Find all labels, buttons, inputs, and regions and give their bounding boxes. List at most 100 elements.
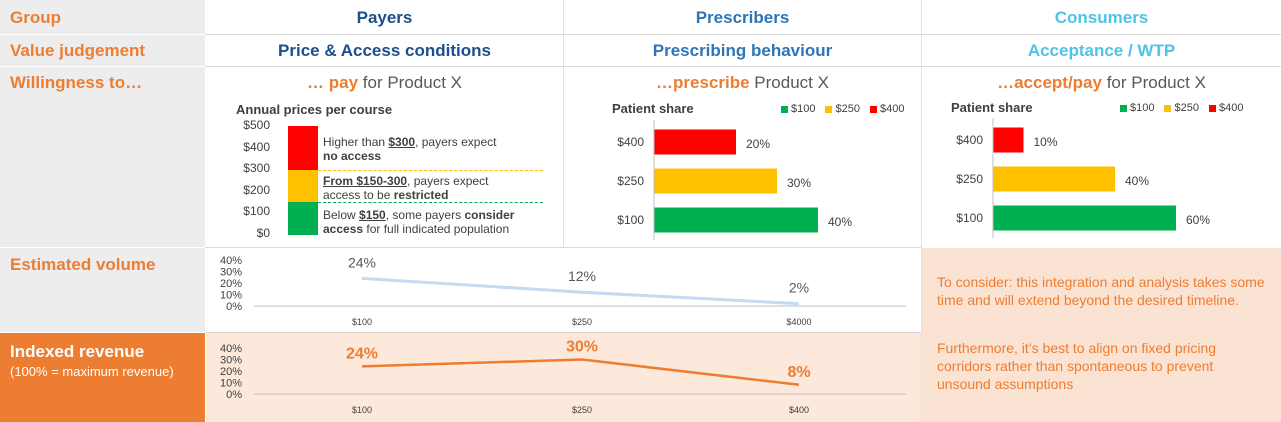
consumers-bar-chart: $400 10% $250 40% $100 60%: [956, 118, 1210, 238]
legend-item: $400: [1208, 102, 1244, 114]
consumers-legend: $100 $250 $400: [1120, 102, 1243, 114]
price-tick: $300: [243, 161, 270, 175]
consumers-header: Consumers: [1054, 8, 1149, 27]
bar-category-label: $250: [956, 172, 983, 186]
price-tick: $100: [243, 204, 270, 218]
data-label: 24%: [348, 254, 376, 270]
bar-value-label: 60%: [1186, 213, 1210, 227]
ann-text: From $150-300: [323, 174, 408, 188]
value-judgement-label-cell: [0, 35, 205, 66]
notes-background: [922, 248, 1281, 422]
consumers-share-title: Patient share: [951, 100, 1033, 115]
price-axis: $500 $400 $300 $200 $100 $0: [232, 118, 272, 242]
x-category-label: $400: [789, 405, 809, 415]
x-category-label: $100: [352, 405, 372, 415]
bar-value-label: 40%: [828, 215, 852, 229]
legend-label: $400: [879, 103, 905, 115]
estimated-volume-label: Estimated volume: [10, 255, 156, 274]
estimated-volume-chart: 40%30%20%10%0% 24% $100 12% $250 2% $4000: [220, 254, 906, 327]
series-line: [361, 276, 800, 306]
bar-category-label: $100: [956, 211, 983, 225]
legend-item: $100: [1120, 102, 1154, 114]
indexed-revenue-label-cell: [0, 333, 205, 422]
group-label: Group: [10, 8, 61, 27]
bar-value-label: 40%: [1125, 174, 1149, 188]
ann-text: Below: [323, 208, 360, 222]
legend-label: $400: [1218, 102, 1244, 114]
legend-swatch: [869, 105, 877, 113]
payers-value-judgement: Price & Access conditions: [278, 41, 491, 60]
y-tick-label: 20%: [220, 366, 242, 378]
consumers-value-judgement: Acceptance / WTP: [1027, 41, 1176, 60]
ann-text: no access: [323, 149, 382, 163]
group-label-cell: [0, 0, 205, 34]
ann-text: restricted: [393, 188, 449, 202]
legend-swatch: [1208, 104, 1216, 112]
ann-text: $300: [388, 135, 416, 149]
no-access-annotation: Higher than $300, payers expect no acces…: [323, 135, 496, 163]
price-band-bar: [288, 126, 318, 235]
legend-swatch: [1120, 104, 1127, 112]
data-label: 12%: [568, 268, 596, 284]
full-access-annotation: Below $150, some payers consider access …: [323, 208, 514, 236]
prescribers-willingness: …prescribe Product X: [564, 73, 921, 93]
legend-item: $250: [825, 103, 860, 115]
consumers-willingness-rest: for Product X: [1101, 73, 1206, 92]
bar-value-label: 10%: [1034, 135, 1058, 149]
consumers-willingness-highlight: …accept/pay: [997, 73, 1102, 92]
ann-text: access: [323, 222, 364, 236]
indexed-revenue-sublabel: (100% = maximum revenue): [10, 364, 174, 379]
bar: [654, 207, 818, 233]
prescribers-legend: $100 $250 $400: [781, 103, 904, 115]
legend-swatch: [781, 105, 788, 113]
legend-label: $250: [835, 103, 860, 115]
legend-item: $400: [869, 103, 905, 115]
payers-willingness-highlight: … pay: [307, 73, 359, 92]
prescribers-header: Prescribers: [695, 8, 790, 27]
payers-willingness: … pay for Product X: [206, 73, 563, 93]
restricted-annotation: From $150-300, payers expect access to b…: [323, 174, 488, 202]
ann-text: consider: [464, 208, 515, 222]
ann-text: , payers expect: [407, 174, 489, 188]
divider: [205, 34, 1281, 35]
legend-label: $100: [791, 103, 816, 115]
bar: [654, 129, 736, 155]
legend-swatch: [1164, 104, 1172, 112]
restricted-lower-dashline: [318, 202, 543, 203]
payers-willingness-rest: for Product X: [358, 73, 462, 92]
bar-category-label: $100: [617, 213, 644, 227]
data-label: 30%: [566, 339, 598, 356]
prescribers-share-title: Patient share: [612, 101, 694, 116]
divider: [563, 0, 564, 248]
bar-value-label: 20%: [746, 137, 770, 151]
y-tick-label: 40%: [220, 255, 242, 267]
legend-item: $100: [781, 103, 815, 115]
bar: [654, 168, 777, 194]
y-tick-label: 30%: [220, 267, 242, 279]
value-judgement-label: Value judgement: [10, 41, 146, 60]
willingness-label-cell: [0, 67, 205, 247]
ann-text: Higher than: [323, 135, 389, 149]
x-category-label: $4000: [786, 317, 811, 327]
band-restricted: [288, 170, 318, 202]
data-label: 24%: [346, 345, 378, 362]
ann-text: $150: [359, 208, 386, 222]
band-no-access: [288, 126, 318, 170]
bar: [993, 205, 1176, 231]
bar-category-label: $400: [956, 133, 983, 147]
price-tick: $0: [256, 226, 270, 240]
consumers-willingness: …accept/pay for Product X: [922, 73, 1281, 93]
legend-swatch: [825, 105, 833, 113]
ann-text: for full indicated population: [363, 222, 510, 236]
x-category-label: $250: [572, 405, 592, 415]
band-full-access: [288, 202, 318, 235]
note-paragraph-2: Furthermore, it’s best to align on fixed…: [937, 340, 1217, 392]
willingness-label: Willingness to…: [10, 73, 143, 92]
y-tick-label: 30%: [220, 355, 242, 367]
payers-header: Payers: [356, 8, 413, 27]
bar-value-label: 30%: [787, 176, 811, 190]
series-line: [361, 358, 800, 387]
prescribers-willingness-rest: Product X: [749, 73, 829, 92]
indexed-revenue-label: Indexed revenue: [10, 342, 145, 361]
